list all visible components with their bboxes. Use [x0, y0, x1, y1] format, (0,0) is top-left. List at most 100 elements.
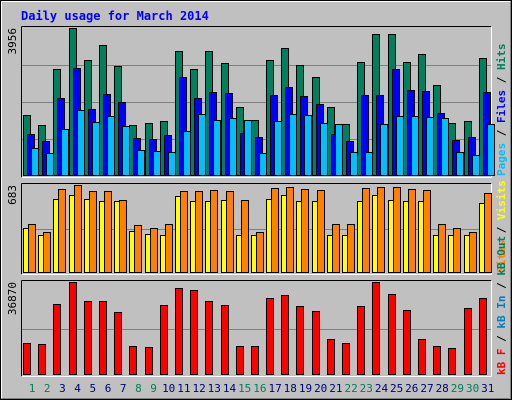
bar	[205, 301, 213, 375]
bar	[251, 346, 259, 375]
bar	[320, 123, 328, 176]
bar	[317, 190, 325, 273]
bar	[357, 306, 365, 375]
x-tick-label: 24	[375, 382, 389, 395]
bar	[362, 188, 370, 273]
x-tick-label: 22	[344, 382, 357, 395]
x-tick-label: 29	[451, 382, 464, 395]
bar	[411, 116, 419, 176]
bar	[479, 298, 487, 375]
legend-entry: kB F	[495, 349, 508, 376]
panel-middle: 683 Sites / Visits	[6, 180, 508, 275]
bar	[153, 151, 161, 176]
bar	[396, 116, 404, 176]
bar	[107, 116, 115, 176]
x-tick-label: 23	[360, 382, 373, 395]
bar	[393, 187, 401, 273]
bar	[332, 224, 340, 273]
bar	[99, 301, 107, 375]
bar	[28, 224, 36, 273]
bar	[456, 152, 464, 176]
legend-entry: /	[495, 276, 508, 296]
bar	[380, 124, 388, 176]
bar	[23, 343, 31, 375]
x-tick-label: 14	[223, 382, 237, 395]
bar	[165, 224, 173, 273]
bar	[236, 346, 244, 375]
x-tick-label: 27	[420, 382, 433, 395]
bar	[469, 232, 477, 273]
bar	[350, 152, 358, 176]
bar	[266, 298, 274, 375]
bar	[74, 185, 82, 273]
x-tick-label: 31	[481, 382, 494, 395]
y-max-label: 3956	[6, 28, 19, 55]
bar	[426, 117, 434, 176]
x-tick-label: 30	[466, 382, 479, 395]
bar	[347, 224, 355, 273]
x-tick-label: 21	[329, 382, 342, 395]
bar	[256, 232, 264, 273]
x-tick-label: 9	[150, 382, 157, 395]
bar	[180, 191, 188, 273]
bar	[441, 118, 449, 176]
bar	[423, 190, 431, 273]
bar	[304, 115, 312, 176]
bar	[226, 191, 234, 273]
bar	[433, 346, 441, 375]
bar	[403, 310, 411, 375]
x-tick-label: 4	[74, 382, 81, 395]
x-axis: 1 2 3 4 5 6 7 8 9 10 11 12 13 14 15 16 17 18 19 20 21 22 23 24 2…	[29, 382, 495, 395]
series-pages	[31, 110, 495, 176]
bar	[213, 120, 221, 176]
x-tick-label: 6	[105, 382, 112, 395]
x-tick-label: 16	[253, 382, 266, 395]
bar	[160, 305, 168, 375]
bar	[210, 190, 218, 273]
bar	[448, 348, 456, 375]
bar	[89, 191, 97, 273]
legend-entry: Sites	[495, 240, 508, 273]
bar	[145, 347, 153, 375]
legend-entry: /	[495, 220, 508, 240]
bar	[281, 295, 289, 375]
legend-entry: Pages	[495, 143, 508, 176]
bar	[53, 304, 61, 375]
bar	[388, 294, 396, 375]
bar	[312, 311, 320, 375]
bar	[244, 120, 252, 176]
bar	[464, 308, 472, 375]
bar	[408, 189, 416, 273]
bar	[31, 148, 39, 176]
bar	[122, 126, 130, 176]
x-tick-label: 12	[192, 382, 205, 395]
legend-entry: kB Out	[495, 236, 508, 276]
legend-label: kB F / kB In / kB Out	[495, 236, 508, 375]
x-tick-label: 5	[89, 382, 96, 395]
bar	[58, 189, 66, 273]
bar	[77, 110, 85, 176]
legend-entry: Files	[495, 90, 508, 123]
x-tick-label: 11	[177, 382, 190, 395]
bar	[195, 191, 203, 273]
x-tick-label: 2	[44, 382, 51, 395]
bar	[377, 187, 385, 273]
bar	[43, 232, 51, 273]
bar	[137, 150, 145, 176]
bar	[438, 224, 446, 273]
bar	[129, 346, 137, 375]
chart-panels: 3956 Pages / Files / Hits 683 Sites / Visit…	[6, 26, 508, 377]
x-tick-label: 7	[120, 382, 127, 395]
x-tick-label: 15	[238, 382, 251, 395]
bar	[61, 129, 69, 176]
bar	[104, 191, 112, 273]
x-tick-label: 3	[59, 382, 66, 395]
y-max-label: 36870	[6, 282, 19, 315]
x-tick-label: 17	[268, 382, 281, 395]
bar	[241, 200, 249, 273]
x-tick-label: 18	[284, 382, 297, 395]
bar	[327, 339, 335, 375]
x-tick-label: 13	[208, 382, 221, 395]
legend-entry: /	[495, 70, 508, 90]
panel-bottom: 36870 kB F / kB In / kB Out	[6, 236, 508, 377]
